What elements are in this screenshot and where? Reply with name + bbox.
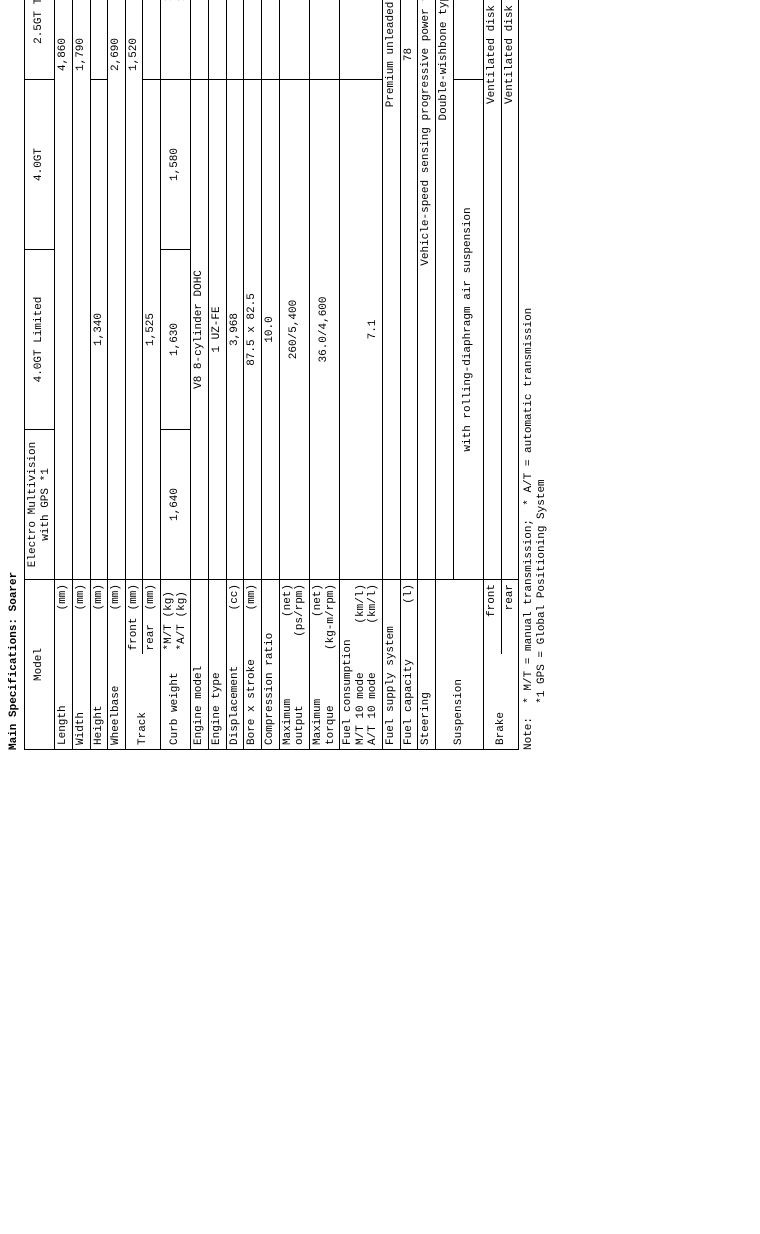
row-comp: Compression ratio 10.0 8.5 10.0 [261,0,279,750]
val-curb-c4: 1,590 1,600 [161,0,191,79]
row-wheelbase: Wheelbase (mm) 2,690 [108,0,126,750]
row-steering: Steering Vehicle-speed sensing progressi… [418,0,436,750]
label-curb-sub: *M/T (kg) *A/T (kg) [161,579,191,654]
val-et-i6: 1 JZ-GTE [209,0,227,79]
col-model: Model [25,579,55,749]
val-em-v8: V8 8-cylinder DOHC [191,79,209,579]
label-steering: Steering [418,579,436,749]
row-fuel-sys: Fuel supply system Premium unleaded [383,0,401,750]
label-comp: Compression ratio [261,579,279,749]
row-bore: Bore x stroke (mm) 87.5 x 82.5 86.0 x 71… [244,0,262,750]
val-curb-c3: 1,580 [161,79,191,249]
label-engine-model: Engine model [191,579,209,749]
label-height: Height [90,655,108,750]
row-fuel-cap: Fuel capacity (l) 78 [400,0,418,750]
val-comp-v8: 10.0 [261,79,279,579]
unit-mm: (mm) [72,579,90,654]
label-brake-rear: rear [501,579,519,654]
label-curb: Curb weight [161,655,191,750]
label-engine-type: Engine type [209,579,227,749]
val-bore-v8: 87.5 x 82.5 [244,79,262,579]
val-comp-i6: 8.5 [261,0,279,79]
unit-l: (l) [400,579,418,654]
val-susp-type: Double-wishbone type [436,0,454,579]
val-wheelbase: 2,690 [108,0,126,579]
row-suspension-1: Suspension Double-wishbone type [436,0,454,750]
label-brake-front: front [483,579,501,654]
row-engine-model: Engine model V8 8-cylinder DOHC In-line,… [191,0,209,750]
val-et-v8: 1 UZ-FE [209,79,227,579]
label-fuel-sys: Fuel supply system [383,579,401,749]
val-width: 1,790 [72,0,90,579]
label-max-out: Maximum output [279,655,309,750]
val-track-rear-a: 1,525 [143,79,161,579]
unit-mm: (mm) [55,579,73,654]
label-fuel-cap: Fuel capacity [400,655,418,750]
val-height-b: 1,350 [90,0,108,79]
row-fc: Fuel consumption M/T 10 mode (km/l) A/T … [340,0,383,750]
val-torq-v8: 36.0/4,600 [309,79,339,579]
spec-table: Model Electro Multivision with GPS *1 4.… [24,0,519,750]
row-brake-front: Brake front Ventilated disk [483,0,501,750]
unit-mm: (mm) [244,579,262,654]
row-engine-type: Engine type 1 UZ-FE 1 JZ-GTE 1 UZ-FE [209,0,227,750]
label-wheelbase: Wheelbase [108,655,126,750]
unit-psrpm: (net) (ps/rpm) [279,579,309,654]
val-em-i6: In-line, 6-cylinder DOHC [191,0,209,79]
label-max-torq: Maximum torque [309,655,339,750]
row-width: Width (mm) 1,790 [72,0,90,750]
label-fc: Fuel consumption M/T 10 mode (km/l) A/T … [340,579,383,749]
val-curb-c1: 1,640 [161,429,191,579]
unit-mm: (mm) [90,579,108,654]
label-track: Track [125,655,160,750]
label-disp: Displacement [226,655,244,750]
val-disp-i6: 2,491 [226,0,244,79]
label-brake: Brake [483,655,518,750]
val-curb-c2: 1,630 [161,249,191,429]
val-out-i6: 280/6,200 [279,0,309,79]
val-length: 4,860 [55,0,73,579]
row-disp: Displacement (cc) 3,968 2,491 3,968 [226,0,244,750]
col-c2: 4.0GT Limited [25,249,55,429]
col-c4: 2.5GT Twin Turbo L [25,0,55,79]
label-suspension: Suspension [436,579,484,749]
val-fuel-sys: Premium unleaded [383,0,401,579]
row-track-front: Track front (mm) 1,520 [125,0,143,750]
footnote: Note: * M/T = manual transmission; * A/T… [523,0,549,750]
row-height: Height (mm) 1,340 1,350 1,340 [90,0,108,750]
val-track-rear-b: 1,520 [143,0,161,79]
label-width: Width [72,655,90,750]
val-out-v8: 260/5,400 [279,79,309,579]
val-disp-v8: 3,968 [226,79,244,579]
row-curb: Curb weight *M/T (kg) *A/T (kg) 1,640 1,… [161,0,191,750]
val-torq-i6: 37.0/4,800 [309,0,339,79]
header-row: Model Electro Multivision with GPS *1 4.… [25,0,55,750]
row-max-out: Maximum output (net) (ps/rpm) 260/5,400 … [279,0,309,750]
label-front: front (mm) [125,579,143,654]
val-fuel-cap: 78 [400,0,418,579]
val-bore-i6: 86.0 x 71.5 [244,0,262,79]
page-title: Main Specifications: Soarer [8,0,20,750]
unit-cc: (cc) [226,579,244,654]
unit-kgmrpm: (net) (kg-m/rpm) [309,579,339,654]
val-brake-rear: Ventilated disk [501,0,519,579]
val-fc-i6: 8.4 7.4 [340,0,383,79]
row-length: Length (mm) 4,860 [55,0,73,750]
val-susp-a: with rolling-diaphragm air suspension [453,79,483,579]
val-susp-b: with coil spring [453,0,483,79]
row-track-rear: rear (mm) 1,525 1,520 1,525 [143,0,161,750]
val-track-front: 1,520 [125,0,143,579]
label-length: Length [55,655,73,750]
val-steering: Vehicle-speed sensing progressive power … [418,0,436,579]
row-max-torq: Maximum torque (net) (kg-m/rpm) 36.0/4,6… [309,0,339,750]
val-height-a: 1,340 [90,79,108,579]
label-bore: Bore x stroke [244,655,262,750]
unit-mm: (mm) [108,579,126,654]
col-c1: Electro Multivision with GPS *1 [25,429,55,579]
row-brake-rear: rear Ventilated disk [501,0,519,750]
label-rear: rear (mm) [143,579,161,654]
val-brake-front: Ventilated disk [483,0,501,579]
val-fc-v8: 7.1 [340,79,383,579]
col-c3: 4.0GT [25,79,55,249]
